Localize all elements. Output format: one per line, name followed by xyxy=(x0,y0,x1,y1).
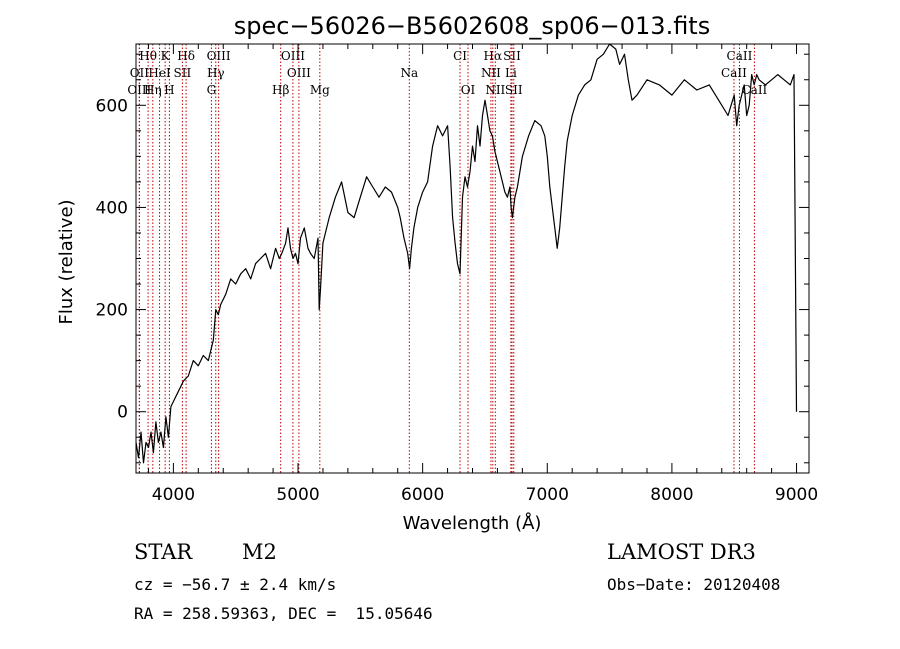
line-label: CaII xyxy=(727,49,753,63)
line-label: G xyxy=(207,83,217,97)
x-tick-label: 9000 xyxy=(775,485,818,505)
x-tick-label: 6000 xyxy=(401,485,444,505)
axis-ticks: 4000 5000 6000 7000 8000 9000 0 200 400 600 xyxy=(96,44,818,505)
line-label: SII xyxy=(505,83,523,97)
line-label: H xyxy=(164,83,174,97)
line-label: OIII xyxy=(207,49,231,63)
x-axis-label: Wavelength (Å) xyxy=(403,512,542,534)
y-tick-label: 400 xyxy=(96,198,128,218)
redshift-value: cz = −56.7 ± 2.4 km/s xyxy=(134,575,337,594)
line-label: CaII xyxy=(741,83,767,97)
y-tick-label: 600 xyxy=(96,96,128,116)
line-label: NII xyxy=(481,66,501,80)
line-label: Hβ xyxy=(272,83,289,97)
flux-series xyxy=(135,43,798,464)
observation-date: Obs−Date: 20120408 xyxy=(607,575,781,594)
x-tick-label: 4000 xyxy=(152,485,195,505)
line-label: HeI xyxy=(148,66,171,80)
x-tick-label: 5000 xyxy=(276,485,319,505)
line-label: Hα xyxy=(484,49,503,63)
line-label: Na xyxy=(400,66,418,80)
object-class: STAR xyxy=(134,540,193,564)
coordinates: RA = 258.59363, DEC = 15.05646 xyxy=(134,604,433,623)
y-tick-label: 0 xyxy=(117,403,128,423)
line-label: Hθ xyxy=(139,49,157,63)
line-label: CI xyxy=(453,49,467,63)
object-subclass: M2 xyxy=(242,540,277,564)
line-label: OI xyxy=(461,83,476,97)
x-tick-label: 8000 xyxy=(650,485,693,505)
line-label: Mg xyxy=(310,83,330,97)
line-label: OIII xyxy=(287,66,311,80)
line-label: Hη xyxy=(144,83,162,97)
line-label: CaII xyxy=(721,66,747,80)
line-label: OIII xyxy=(127,83,151,97)
plot-frame xyxy=(135,43,810,474)
line-label: Hδ xyxy=(177,49,195,63)
line-label: K xyxy=(161,49,171,63)
line-label: SII xyxy=(174,66,192,80)
chart-title: spec−56026−B5602608_sp06−013.fits xyxy=(234,12,710,40)
line-label: Li xyxy=(505,66,517,80)
y-axis-label: Flux (relative) xyxy=(56,199,77,324)
y-tick-label: 200 xyxy=(96,301,128,321)
line-label: NII xyxy=(485,83,505,97)
line-label: OIII xyxy=(281,49,305,63)
flux-line xyxy=(135,43,798,464)
line-label: SII xyxy=(503,49,521,63)
survey-name: LAMOST DR3 xyxy=(607,540,756,564)
line-label: Hγ xyxy=(207,66,225,80)
x-tick-label: 7000 xyxy=(526,485,569,505)
